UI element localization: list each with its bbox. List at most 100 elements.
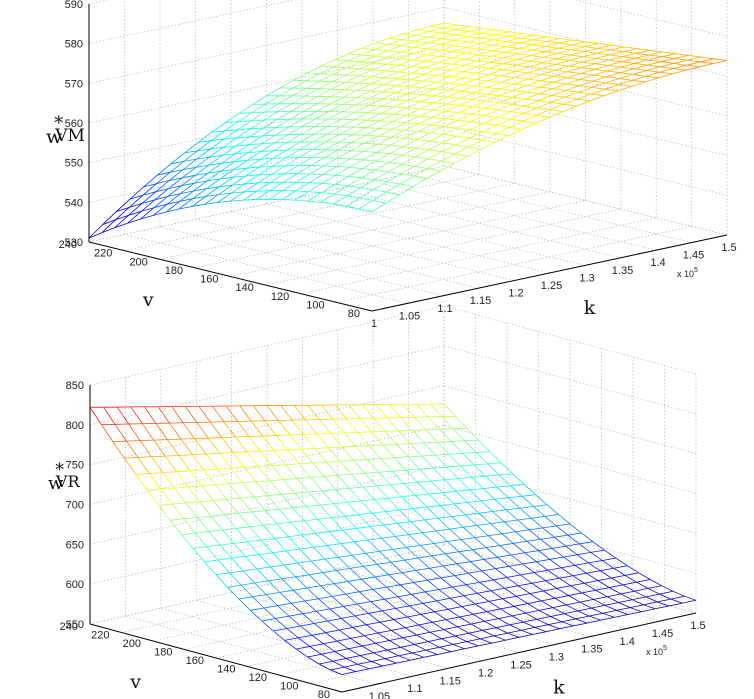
surface-line (454, 146, 469, 155)
surface-line (372, 589, 385, 600)
surface-line (559, 575, 573, 579)
surface-line (183, 158, 197, 162)
surface-line (451, 58, 466, 65)
surface-line (346, 655, 360, 659)
surface-line (392, 469, 407, 472)
surface-line (365, 128, 380, 136)
surface-line (439, 51, 454, 57)
surface-line (332, 658, 347, 662)
surface-line (686, 61, 701, 66)
z-tick-label: 530 (65, 237, 83, 249)
surface-line (382, 444, 395, 458)
surface-line (240, 497, 253, 513)
surface-line (167, 438, 182, 440)
surface-line (237, 120, 252, 131)
surface-line (412, 54, 427, 61)
surface-line (580, 68, 595, 74)
surface-line (442, 32, 456, 36)
surface-line (380, 106, 395, 114)
surface-line (129, 186, 144, 200)
surface-line (476, 72, 490, 75)
surface-line (170, 518, 184, 521)
surface-line (369, 445, 382, 459)
surface-line (251, 511, 264, 526)
surface-line (461, 606, 474, 615)
surface-line (452, 644, 465, 650)
surface-line (504, 585, 519, 589)
surface-line (498, 474, 511, 487)
surface-line (398, 652, 413, 657)
x-tick-label: 1 (371, 318, 377, 330)
surface-line (481, 570, 494, 581)
surface-line (231, 191, 245, 194)
surface-line (204, 194, 219, 205)
surface-line (344, 514, 359, 517)
surface-line (470, 115, 485, 123)
surface-line (607, 61, 622, 66)
surface-line (194, 438, 207, 455)
surface-line (584, 582, 596, 591)
surface-line (463, 525, 477, 528)
surface-line (469, 26, 483, 29)
surface-line (248, 143, 262, 146)
surface-line (210, 147, 224, 150)
surface-line (185, 502, 198, 518)
surface-line (373, 62, 387, 65)
surface-line (320, 73, 334, 75)
surface-line (388, 572, 403, 576)
surface-line (252, 95, 267, 105)
surface-line (414, 42, 429, 48)
surface-line (258, 466, 271, 481)
surface-line (506, 577, 519, 587)
surface-line (456, 129, 471, 137)
surface-line (567, 71, 581, 74)
surface-line (540, 75, 555, 82)
surface-line (208, 162, 222, 166)
surface-line (437, 441, 452, 443)
surface-line (249, 526, 262, 541)
surface-line (526, 541, 539, 551)
surface-line (473, 611, 487, 615)
surface-line (467, 572, 480, 583)
y-axis-label: v (129, 671, 141, 693)
surface-line (347, 578, 362, 582)
surface-line (433, 543, 446, 555)
z-tick-label: 580 (65, 39, 83, 51)
surface-line (262, 435, 275, 451)
surface-line (333, 503, 346, 517)
surface-line (445, 616, 460, 620)
surface-line (282, 181, 297, 191)
surface-line (346, 74, 359, 77)
surface-line (602, 610, 617, 614)
surface-line (321, 490, 334, 504)
surface-line (215, 572, 230, 576)
surface-line (333, 501, 348, 505)
surface-line (319, 73, 334, 82)
surface-line (504, 53, 519, 59)
surface-line (345, 75, 360, 83)
surface-line (570, 582, 585, 587)
surface-line (230, 199, 244, 202)
surface-line (290, 103, 305, 112)
surface-line (475, 79, 489, 82)
surface-line (402, 35, 417, 41)
y-tick-label: 200 (123, 638, 141, 650)
surface-line (408, 455, 422, 458)
surface-line (335, 167, 350, 176)
surface-line (333, 185, 349, 195)
surface-line (277, 103, 292, 113)
surface-line (387, 171, 401, 175)
surface-line (632, 74, 646, 77)
surface-line (324, 556, 339, 560)
surface-line (457, 113, 472, 121)
surface-line (347, 177, 362, 187)
surface-line (565, 543, 580, 547)
surface-line (510, 111, 524, 114)
surface-line (415, 149, 430, 158)
surface-line (291, 419, 304, 435)
surface-line (487, 463, 500, 476)
surface-line (220, 169, 234, 172)
surface-line (211, 122, 226, 133)
surface-line (243, 199, 257, 201)
surface-line (631, 81, 646, 87)
